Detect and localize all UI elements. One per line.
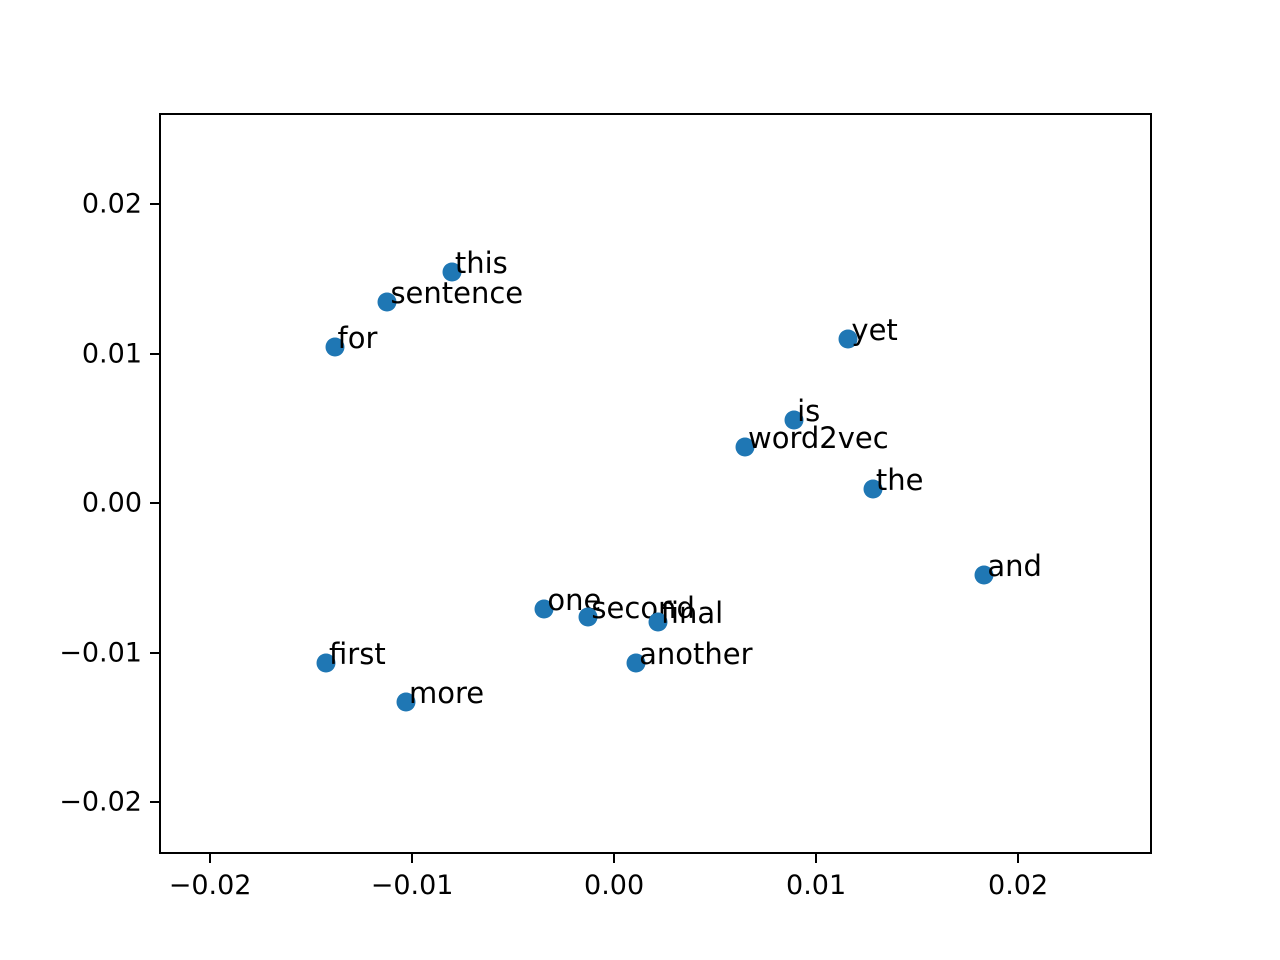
point-label-second: second (591, 590, 695, 625)
y-axis-tick-mark (150, 502, 160, 504)
x-axis-tick-mark (411, 853, 414, 863)
point-label-word2vec: word2vec (747, 420, 889, 455)
data-point-more (396, 692, 416, 712)
point-label-is: is (797, 394, 821, 429)
data-point-second (578, 607, 598, 627)
y-axis-tick-label: 0.01 (81, 338, 142, 369)
point-label-another: another (639, 636, 753, 671)
x-axis-tick-label: −0.02 (168, 870, 252, 901)
data-point-one (534, 599, 554, 619)
data-point-final (648, 612, 668, 632)
plot-area (159, 113, 1152, 854)
point-label-for: for (337, 321, 378, 356)
y-axis-tick-mark (150, 801, 160, 804)
point-label-and: and (987, 549, 1042, 584)
point-label-the: the (875, 463, 924, 498)
point-label-yet: yet (851, 313, 898, 348)
point-label-this: this (454, 245, 508, 280)
data-point-word2vec (735, 437, 755, 457)
point-label-more: more (409, 675, 485, 710)
data-point-and (974, 565, 994, 585)
data-point-first (316, 653, 336, 673)
y-axis-tick-label: −0.02 (59, 786, 142, 818)
x-axis-tick-mark (209, 853, 212, 863)
y-axis-tick-label: 0.00 (81, 487, 142, 519)
y-axis-tick-mark (150, 352, 160, 355)
point-label-final: final (660, 595, 724, 630)
y-axis-tick-mark (150, 203, 160, 205)
x-axis-tick-label: 0.01 (786, 870, 847, 901)
data-point-this (442, 262, 462, 282)
x-axis-tick-label: 0.02 (988, 870, 1049, 901)
data-point-the (863, 479, 883, 499)
data-point-another (626, 653, 646, 673)
y-axis-tick-label: −0.01 (59, 637, 142, 668)
x-axis-tick-mark (815, 853, 818, 863)
x-axis-tick-label: 0.00 (584, 870, 645, 901)
point-label-first: first (329, 637, 386, 672)
point-label-sentence: sentence (390, 275, 524, 310)
y-axis-tick-label: 0.02 (81, 188, 142, 220)
x-axis-tick-label: −0.01 (370, 870, 454, 901)
data-point-sentence (377, 292, 397, 312)
y-axis-tick-mark (150, 651, 160, 654)
x-axis-tick-mark (613, 853, 616, 863)
data-point-yet (838, 329, 858, 349)
data-point-is (784, 410, 804, 430)
data-point-for (325, 337, 345, 357)
x-axis-tick-mark (1017, 853, 1020, 863)
